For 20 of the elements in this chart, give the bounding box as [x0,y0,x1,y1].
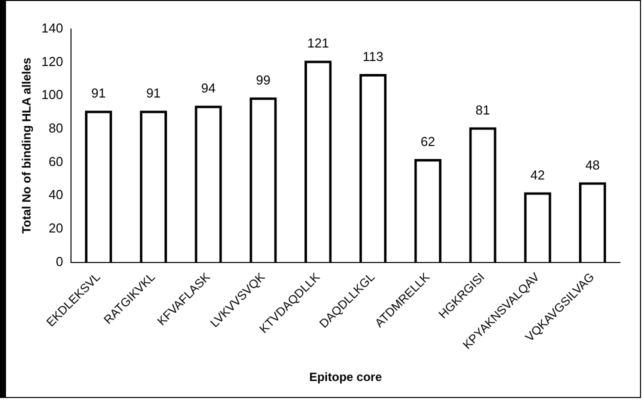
y-tick-label: 20 [48,220,64,236]
x-axis-title: Epitope core [309,370,382,384]
data-label: 113 [362,49,384,64]
data-label: 48 [585,157,600,172]
y-tick-label: 40 [48,187,64,202]
data-label: 81 [476,102,490,118]
y-tick-label: 100 [41,87,64,102]
data-label: 62 [420,134,436,150]
data-label: 42 [530,167,545,182]
y-tick-label: 140 [41,20,64,36]
data-label: 121 [307,36,329,51]
y-tick-label: 60 [48,154,64,169]
y-axis-title: Total No of binding HLA alleles [20,57,34,234]
y-tick-label: 0 [56,254,64,269]
y-tick-label: 80 [48,120,64,136]
y-tick-label: 120 [41,54,64,69]
data-label: 99 [256,72,270,88]
data-label: 91 [146,86,161,101]
data-label: 91 [91,86,106,101]
data-label: 94 [201,80,216,96]
